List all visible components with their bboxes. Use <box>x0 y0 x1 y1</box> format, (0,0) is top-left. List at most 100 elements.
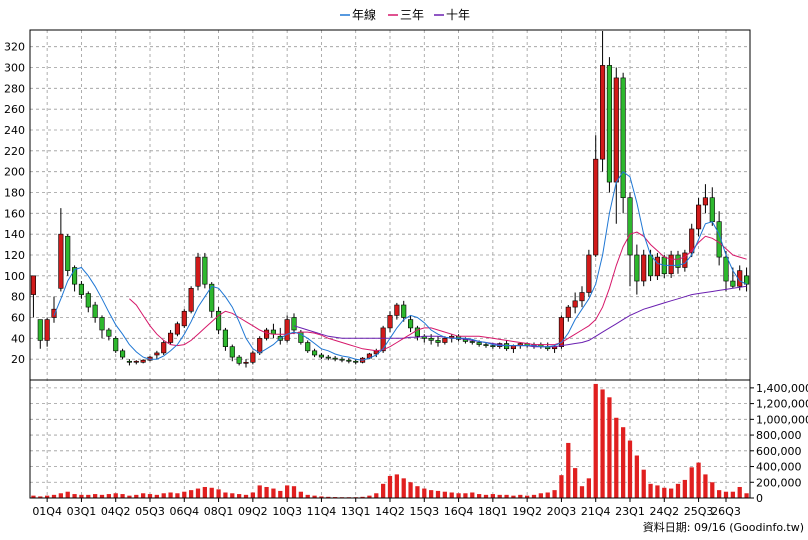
volume-bar <box>168 492 173 498</box>
volume-bar <box>497 494 502 498</box>
volume-bar <box>634 455 639 498</box>
candle-body <box>85 293 91 308</box>
candle <box>126 359 132 366</box>
volume-bar <box>360 496 365 498</box>
candle <box>661 255 667 278</box>
candle-body <box>490 345 496 347</box>
volume-bar <box>161 493 166 498</box>
volume-bar <box>141 493 146 498</box>
candle-body <box>195 256 201 287</box>
candle <box>483 342 489 348</box>
volume-tick-label: 1,200,000 <box>756 398 808 411</box>
candle-body <box>51 308 57 318</box>
candle <box>85 291 91 313</box>
candle-body <box>723 256 729 282</box>
volume-bar <box>209 487 214 498</box>
volume-bar <box>237 494 242 498</box>
volume-bar <box>504 494 509 498</box>
price-tick-label: 120 <box>4 249 25 262</box>
candle <box>195 252 201 291</box>
legend: 年線 三年 十年 <box>340 7 470 22</box>
volume-bar <box>415 486 420 498</box>
volume-bar <box>127 495 132 498</box>
price-axis-ticks: 20 40 60 80 100 120 140 160 180 200 220 240 260 280 30… <box>4 41 25 366</box>
candle <box>58 208 64 292</box>
candle-body <box>325 356 331 359</box>
candle <box>188 286 194 314</box>
candle-body <box>113 338 119 352</box>
price-tick-label: 80 <box>11 291 25 304</box>
volume-bar <box>538 493 543 498</box>
volume-tick-label: 800,000 <box>756 429 802 442</box>
candle-body <box>312 350 318 356</box>
volume-bar <box>662 487 667 498</box>
volume-bar <box>669 488 674 498</box>
volume-bar <box>31 495 36 498</box>
candle <box>174 321 180 337</box>
candle-body <box>394 304 400 316</box>
volume-bar <box>600 389 605 498</box>
candle-body <box>339 358 345 361</box>
candle <box>668 250 674 278</box>
candle <box>620 72 626 214</box>
candle-body <box>257 338 263 354</box>
volume-bar <box>696 462 701 498</box>
candle <box>600 31 606 172</box>
volume-tick-label: 0 <box>756 492 763 505</box>
candle-body <box>72 267 78 285</box>
candle-body <box>353 360 359 363</box>
candle-body <box>469 341 475 343</box>
volume-bar <box>689 467 694 498</box>
candle <box>339 357 345 363</box>
candle <box>216 307 222 335</box>
volume-bar <box>120 494 125 498</box>
candle-body <box>99 317 105 331</box>
candle <box>99 315 105 339</box>
x-tick-label: 18Q1 <box>478 505 508 518</box>
volume-bar <box>250 492 255 498</box>
candle <box>744 267 750 292</box>
volume-bar <box>113 493 118 498</box>
candle-body <box>675 254 681 268</box>
candle <box>593 135 599 258</box>
candle-body <box>44 319 50 341</box>
volume-bar <box>264 486 269 498</box>
volume-bars <box>31 383 749 498</box>
x-tick-label: 08Q1 <box>204 505 234 518</box>
candle <box>332 356 338 362</box>
volume-bar <box>552 490 557 498</box>
volume-bar <box>401 478 406 498</box>
candle-body <box>78 283 84 295</box>
x-tick-label: 21Q4 <box>581 505 611 518</box>
candle <box>270 323 276 339</box>
volume-bar <box>38 496 43 498</box>
candle-body <box>641 254 647 282</box>
price-tick-label: 60 <box>11 312 25 325</box>
candle <box>675 250 681 274</box>
candle <box>161 340 167 355</box>
candle <box>229 344 235 362</box>
volume-bar <box>319 496 324 498</box>
volume-bar <box>627 440 633 498</box>
candle-body <box>216 310 222 331</box>
candle-body <box>264 329 270 339</box>
candle <box>291 313 297 335</box>
candle <box>435 336 441 347</box>
candle-body <box>401 304 407 318</box>
volume-bar <box>147 494 153 498</box>
volume-bar <box>463 493 468 498</box>
x-tick-label: 23Q1 <box>615 505 645 518</box>
candle <box>613 67 619 224</box>
volume-bar <box>490 494 495 498</box>
volume-bar <box>312 495 317 498</box>
candle <box>113 336 119 353</box>
volume-bar <box>573 468 578 498</box>
price-tick-label: 320 <box>4 41 25 54</box>
candle-body <box>627 197 633 256</box>
volume-bar <box>202 486 207 498</box>
candle <box>414 325 420 341</box>
volume-bar <box>717 490 722 498</box>
candle <box>106 327 112 341</box>
candle <box>202 252 208 289</box>
